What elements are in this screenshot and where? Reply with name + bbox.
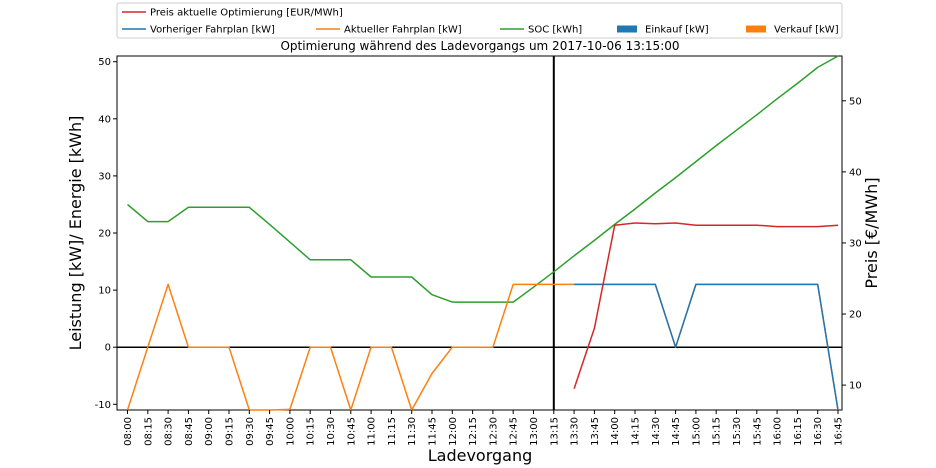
- axes-frame: [116, 55, 843, 411]
- left-tick-label: 10: [98, 286, 111, 297]
- x-tick-label: 11:30: [407, 417, 418, 446]
- legend-bar-swatch: [746, 25, 766, 33]
- x-tick-label: 13:15: [549, 417, 560, 446]
- x-tick-label: 15:45: [752, 417, 763, 446]
- x-tick-label: 13:45: [590, 417, 601, 446]
- legend-entry: Aktueller Fahrplan [kW]: [316, 25, 462, 36]
- left-tick-label: 20: [98, 229, 111, 240]
- x-tick-label: 12:30: [488, 417, 499, 446]
- x-tick-label: 16:45: [834, 417, 845, 446]
- legend-bar-swatch: [617, 25, 637, 33]
- x-tick-label: 11:00: [367, 417, 378, 446]
- series-2: [574, 283, 839, 411]
- legend: Preis aktuelle Optimierung [EUR/MWh] Vorh…: [116, 2, 843, 39]
- x-tick-label: 09:45: [265, 417, 276, 446]
- left-tick-label: 0: [105, 343, 111, 354]
- x-tick-label: 14:00: [610, 417, 621, 446]
- x-tick-label: 11:45: [428, 417, 439, 446]
- series-line: [573, 222, 839, 389]
- left-tick-label: 50: [98, 57, 111, 68]
- x-tick-label: 12:45: [509, 417, 520, 446]
- x-tick-label: 13:00: [529, 417, 540, 446]
- right-tick-label: 10: [849, 381, 862, 392]
- x-tick-label: 10:30: [326, 417, 337, 446]
- x-tick-label: 09:30: [245, 417, 256, 446]
- left-y-axis-title: Leistung [kW]/ Energie [kWh]: [66, 116, 85, 351]
- x-tick-label: 12:00: [448, 417, 459, 446]
- x-tick-label: 10:15: [306, 417, 317, 446]
- x-tick-label: 14:30: [651, 417, 662, 446]
- right-tick-label: 40: [849, 167, 862, 178]
- x-tick-label: 09:00: [204, 417, 215, 446]
- right-y-axis-title: Preis [€/MWh]: [862, 177, 881, 288]
- legend-label: Preis aktuelle Optimierung [EUR/MWh]: [150, 8, 343, 19]
- x-tick-label: 08:15: [143, 417, 154, 446]
- right-tick-label: 50: [849, 96, 862, 107]
- series-3: [573, 222, 839, 389]
- x-tick-label: 15:15: [712, 417, 723, 446]
- legend-box: [116, 2, 843, 39]
- legend-label: Verkauf [kW]: [774, 25, 839, 36]
- x-tick-label: 15:30: [732, 417, 743, 446]
- left-tick-label: 30: [98, 171, 111, 182]
- left-tick-label: -10: [95, 400, 111, 411]
- x-axis-title: Ladevorgang: [428, 446, 533, 465]
- x-tick-label: 09:15: [225, 417, 236, 446]
- x-tick-label: 08:45: [184, 417, 195, 446]
- right-y-axis: 10 20 30 40 50: [842, 96, 862, 392]
- right-tick-label: 30: [849, 238, 862, 249]
- x-tick-label: 11:15: [387, 417, 398, 446]
- series-line: [127, 55, 839, 303]
- legend-label: SOC [kWh]: [528, 25, 582, 36]
- x-tick-label: 10:00: [285, 417, 296, 446]
- legend-label: Aktueller Fahrplan [kW]: [344, 25, 462, 36]
- x-tick-label: 08:30: [164, 417, 175, 446]
- left-y-axis: -10 0 10 20 30 40 50: [95, 57, 117, 411]
- legend-label: Vorheriger Fahrplan [kW]: [150, 25, 275, 36]
- left-tick-label: 40: [98, 114, 111, 125]
- x-tick-label: 15:00: [691, 417, 702, 446]
- x-tick-label: 13:30: [570, 417, 581, 446]
- legend-entry: Vorheriger Fahrplan [kW]: [122, 25, 275, 36]
- x-tick-label: 14:15: [631, 417, 642, 446]
- x-tick-label: 16:15: [793, 417, 804, 446]
- legend-entry: Einkauf [kW]: [617, 25, 709, 36]
- x-tick-label: 16:00: [773, 417, 784, 446]
- x-tick-label: 14:45: [671, 417, 682, 446]
- x-tick-label: 10:45: [346, 417, 357, 446]
- plot-area: [116, 55, 843, 411]
- x-axis: 08:00 08:15 08:30 08:45 09:00 09:15 09:30 09:45…: [123, 410, 845, 446]
- legend-entry: SOC [kWh]: [500, 25, 582, 36]
- x-tick-label: 08:00: [123, 417, 134, 446]
- series-0: [127, 55, 839, 303]
- legend-entry: Verkauf [kW]: [746, 25, 839, 36]
- legend-label: Einkauf [kW]: [645, 25, 709, 36]
- chart-title: Optimierung während des Ladevorgangs um …: [280, 39, 679, 53]
- series-line: [574, 283, 839, 411]
- right-tick-label: 20: [849, 310, 862, 321]
- plot-content: [117, 55, 842, 411]
- legend-entry: Preis aktuelle Optimierung [EUR/MWh]: [122, 8, 343, 19]
- x-tick-label: 12:15: [468, 417, 479, 446]
- x-tick-label: 16:30: [813, 417, 824, 446]
